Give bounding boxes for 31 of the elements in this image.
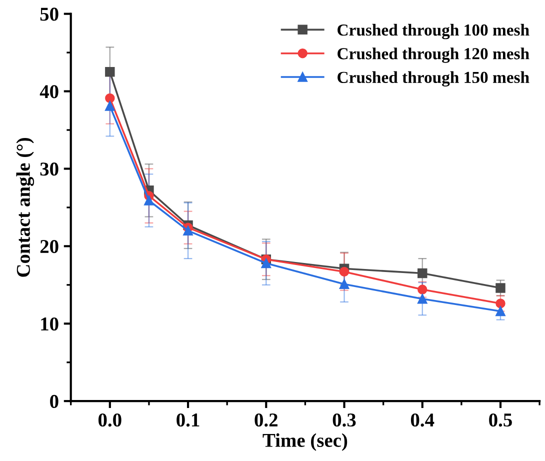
y-axis-title: Contact angle (°) (16, 138, 34, 277)
point (144, 196, 154, 206)
x-tick-label: 0.2 (254, 413, 278, 427)
point (339, 279, 350, 289)
point (418, 284, 428, 294)
point (496, 306, 506, 316)
point (261, 258, 272, 268)
x-tick-label: 0.0 (98, 413, 122, 427)
point (105, 67, 115, 77)
x-tick-label: 0.3 (332, 413, 356, 427)
point (496, 298, 506, 308)
y-tick-label: 30 (40, 162, 58, 176)
point (105, 101, 115, 111)
y-tick-label: 0 (50, 394, 58, 408)
legend-label: Crushed through 120 mesh (338, 48, 530, 63)
legend-label: Crushed through 100 mesh (338, 24, 530, 40)
point (418, 268, 428, 278)
x-tick-label: 0.1 (176, 413, 200, 427)
x-tick-label: 0.5 (489, 413, 512, 427)
y-tick-label: 10 (41, 317, 58, 331)
x-axis-title: Time (sec) (262, 433, 348, 451)
point (183, 226, 193, 236)
point (418, 294, 428, 304)
point (105, 93, 115, 104)
point (496, 283, 506, 293)
point (339, 266, 350, 277)
y-tick-label: 50 (40, 8, 58, 21)
legend-label: Crushed through 150 mesh (338, 71, 530, 87)
y-tick-label: 20 (40, 240, 58, 254)
x-tick-label: 0.4 (410, 413, 434, 427)
y-tick-label: 40 (40, 85, 58, 98)
